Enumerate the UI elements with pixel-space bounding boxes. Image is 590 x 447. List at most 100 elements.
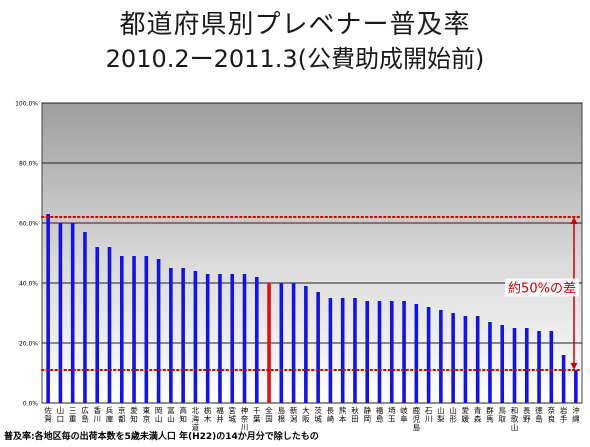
x-tick-label: 山口 bbox=[57, 405, 65, 424]
x-tick-label: 富山 bbox=[167, 405, 175, 424]
bar bbox=[144, 256, 149, 403]
y-tick-label: 60.0% bbox=[19, 221, 38, 228]
bar bbox=[451, 313, 455, 403]
bar bbox=[340, 298, 345, 403]
x-tick-label: 岐阜 bbox=[400, 405, 408, 424]
x-tick-label: 広島 bbox=[81, 405, 89, 424]
bar bbox=[414, 304, 419, 403]
x-tick-label: 埼玉 bbox=[388, 405, 396, 424]
bar bbox=[574, 370, 578, 403]
bar bbox=[156, 259, 161, 403]
bar bbox=[316, 292, 320, 403]
x-tick-label: 千葉 bbox=[253, 405, 261, 424]
bar bbox=[291, 283, 296, 403]
bar bbox=[58, 223, 63, 403]
x-tick-label: 宮城 bbox=[228, 405, 236, 424]
x-tick-label: 島根 bbox=[278, 405, 286, 424]
bar bbox=[83, 232, 87, 403]
bar bbox=[218, 274, 222, 403]
x-tick-label: 京都 bbox=[118, 405, 126, 424]
x-tick-label: 鹿児島 bbox=[413, 405, 421, 432]
bar bbox=[132, 256, 136, 403]
bar bbox=[549, 331, 554, 403]
bar bbox=[537, 331, 541, 403]
bar bbox=[46, 214, 50, 403]
bar bbox=[524, 328, 529, 403]
bar bbox=[561, 355, 566, 403]
y-tick-label: 80.0% bbox=[19, 161, 38, 168]
x-tick-label: 全国 bbox=[265, 405, 273, 424]
x-tick-label: 岡山 bbox=[155, 406, 163, 424]
x-tick-label: 静岡 bbox=[363, 405, 371, 424]
x-tick-label: 岩手 bbox=[560, 405, 568, 424]
difference-arrow-head-up bbox=[570, 217, 578, 224]
difference-annotation: 約50%の差 bbox=[508, 282, 576, 297]
bar bbox=[439, 310, 443, 403]
annotation-background bbox=[505, 278, 579, 297]
bar bbox=[500, 325, 505, 403]
bar bbox=[95, 247, 100, 403]
footnote: 普及率:各地区毎の出荷本数を5歳未満人口 年(H22)の14か月分で除したもの bbox=[4, 432, 319, 442]
bar bbox=[181, 268, 185, 403]
bar bbox=[463, 316, 468, 403]
bar bbox=[119, 256, 124, 403]
bar bbox=[254, 277, 259, 403]
x-tick-label: 徳島 bbox=[535, 405, 543, 424]
x-tick-label: 鳥取 bbox=[498, 405, 506, 424]
x-tick-label: 三重 bbox=[69, 406, 77, 424]
bar bbox=[242, 274, 247, 403]
x-tick-label: 石川 bbox=[425, 406, 433, 424]
x-tick-label: 東京 bbox=[143, 405, 151, 424]
x-tick-label: 栃木 bbox=[204, 405, 212, 424]
x-tick-label: 福井 bbox=[216, 406, 224, 424]
x-tick-label: 佐賀 bbox=[44, 405, 52, 424]
bar bbox=[193, 271, 198, 403]
x-tick-label: 北海道 bbox=[192, 406, 200, 432]
x-tick-label: 沖縄 bbox=[572, 405, 580, 424]
y-tick-label: 20.0% bbox=[19, 341, 38, 348]
x-tick-label: 熊本 bbox=[339, 405, 347, 424]
bar bbox=[488, 322, 492, 403]
x-tick-label: 奈良 bbox=[548, 405, 556, 424]
x-tick-label: 秋田 bbox=[351, 405, 359, 424]
bar bbox=[70, 223, 75, 403]
bar bbox=[304, 286, 308, 403]
x-tick-label: 山梨 bbox=[437, 405, 445, 424]
y-tick-label: 100.0% bbox=[15, 101, 38, 108]
bar bbox=[377, 301, 382, 403]
bar bbox=[353, 298, 357, 403]
y-tick-label: 40.0% bbox=[19, 281, 38, 288]
x-tick-label: 群馬 bbox=[486, 405, 494, 424]
x-tick-label: 長崎 bbox=[327, 406, 335, 424]
x-tick-label: 長野 bbox=[523, 406, 531, 424]
bar bbox=[426, 307, 431, 403]
x-tick-label: 愛媛 bbox=[462, 405, 470, 424]
x-tick-label: 山形 bbox=[449, 405, 457, 424]
x-tick-label: 神奈川 bbox=[241, 405, 249, 432]
chart-subtitle: 2010.2ー2011.3(公費助成開始前) bbox=[105, 45, 485, 73]
x-tick-label: 青森 bbox=[474, 405, 482, 424]
bar bbox=[230, 274, 235, 403]
x-tick-label: 香川 bbox=[93, 405, 101, 424]
bar bbox=[205, 274, 210, 403]
difference-arrow-head-down bbox=[570, 363, 578, 370]
bar bbox=[475, 316, 480, 403]
bar bbox=[107, 247, 112, 403]
x-tick-label: 高知 bbox=[179, 405, 187, 424]
bar bbox=[389, 301, 394, 403]
bar bbox=[267, 283, 271, 403]
x-tick-label: 茨城 bbox=[314, 405, 322, 424]
bar bbox=[328, 298, 333, 403]
bar bbox=[279, 283, 284, 403]
x-tick-label: 新潟 bbox=[290, 405, 298, 424]
bar bbox=[402, 301, 406, 403]
chart-title: 都道府県別プレベナー普及率 bbox=[119, 10, 471, 40]
x-tick-label: 和歌山 bbox=[511, 406, 519, 432]
y-tick-label: 0.0% bbox=[23, 401, 39, 408]
bar bbox=[512, 328, 517, 403]
x-tick-label: 福島 bbox=[376, 406, 384, 424]
x-tick-label: 大阪 bbox=[302, 405, 310, 424]
x-tick-label: 兵庫 bbox=[106, 405, 114, 424]
x-tick-label: 愛知 bbox=[130, 405, 138, 424]
